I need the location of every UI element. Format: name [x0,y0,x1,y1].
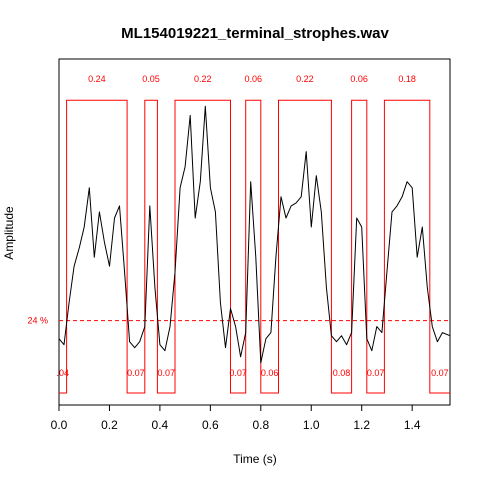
duration-labels: 0.24 0.05 0.22 0.06 0.22 0.06 0.18 .04 0.07 0.07 0… [57,74,449,378]
x-tick-label: 1.0 [303,418,320,432]
amplitude-envelope-line [58,105,451,364]
gap-duration-label: 0.07 [431,368,449,378]
x-axis-label: Time (s) [233,452,277,466]
x-axis: 0.0 0.2 0.4 0.6 0.8 1.0 1.2 1.4 [51,404,421,432]
envelope-group [58,105,451,364]
detection-duration-label: 0.06 [350,74,368,84]
detection-duration-label: 0.22 [296,74,314,84]
detection-square-wave [59,99,450,394]
gap-duration-label: .04 [57,368,70,378]
gap-duration-label: 0.06 [261,368,279,378]
x-tick-label: 0.2 [101,418,118,432]
gap-duration-label: 0.07 [157,368,175,378]
detection-duration-label: 0.22 [194,74,212,84]
detection-duration-label: 0.05 [142,74,160,84]
threshold-label: 24 % [27,316,48,326]
threshold-group: 24 % [27,316,450,326]
x-tick-label: 0.6 [202,418,219,432]
x-tick-label: 1.4 [404,418,421,432]
gap-duration-label: 0.07 [367,368,385,378]
x-tick-label: 0.4 [152,418,169,432]
detection-duration-label: 0.18 [398,74,416,84]
detection-duration-label: 0.24 [88,74,106,84]
chart-title: ML154019221_terminal_strophes.wav [121,25,389,42]
gap-duration-label: 0.08 [333,368,351,378]
x-tick-label: 1.2 [353,418,370,432]
gap-duration-label: 0.07 [127,368,145,378]
x-tick-label: 0.8 [252,418,269,432]
detection-boxes [59,99,450,394]
detection-duration-label: 0.06 [244,74,262,84]
gap-duration-label: 0.07 [229,368,247,378]
x-tick-label: 0.0 [51,418,68,432]
y-axis-label: Amplitude [2,206,16,260]
